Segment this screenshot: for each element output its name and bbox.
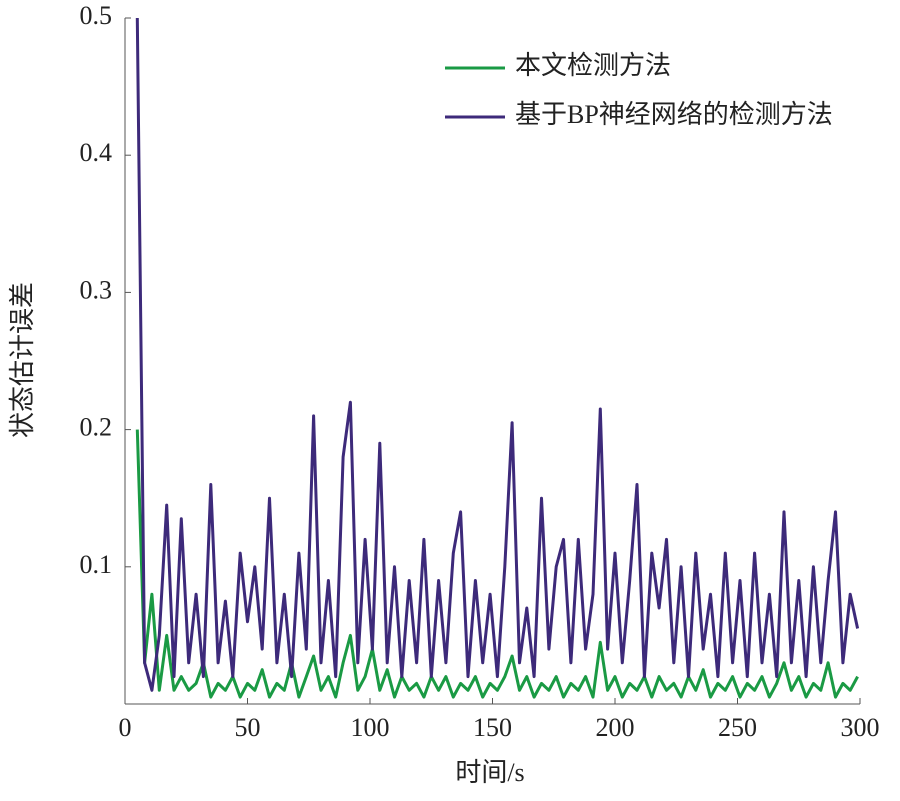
x-tick-label: 0 [119,713,132,742]
series-line [135,17,860,692]
y-tick-label: 0.5 [80,1,113,30]
x-tick-label: 300 [841,713,880,742]
legend-label: 基于BP神经网络的检测方法 [515,100,833,129]
x-tick-label: 100 [351,713,390,742]
y-tick-label: 0.3 [80,275,113,304]
y-axis-label: 状态估计误差 [8,282,37,438]
y-tick-label: 0.4 [80,138,113,167]
legend-label: 本文检测方法 [515,51,671,80]
series-line [135,429,859,699]
x-tick-label: 50 [235,713,261,742]
x-tick-label: 200 [596,713,635,742]
x-axis-label: 时间/s [455,758,524,787]
y-tick-label: 0.1 [80,550,113,579]
y-tick-label: 0.2 [80,413,113,442]
x-tick-label: 250 [718,713,757,742]
x-tick-label: 150 [473,713,512,742]
